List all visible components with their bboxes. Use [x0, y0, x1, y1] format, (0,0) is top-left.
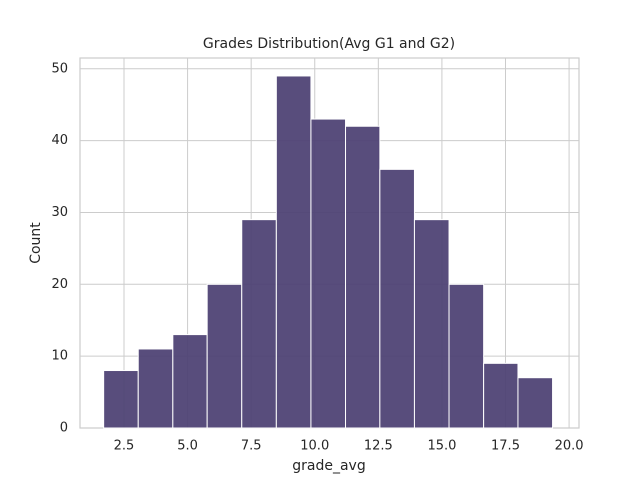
- bar: [206, 283, 243, 429]
- y-tick-label: 20: [51, 277, 68, 292]
- x-tick-label: 20.0: [555, 439, 584, 454]
- chart-title: Grades Distribution(Avg G1 and G2): [203, 36, 455, 52]
- bar: [413, 219, 450, 429]
- y-axis-label: Count: [28, 222, 44, 264]
- bar: [345, 125, 381, 429]
- y-tick-label: 30: [51, 205, 68, 220]
- bar: [241, 219, 277, 429]
- bar: [310, 118, 347, 429]
- bar: [103, 370, 139, 429]
- bar: [517, 377, 554, 429]
- bar: [483, 362, 519, 429]
- y-tick-label: 50: [51, 61, 68, 76]
- x-tick-label: 10.0: [300, 439, 329, 454]
- x-tick-label: 2.5: [114, 439, 135, 454]
- x-tick-label: 12.5: [364, 439, 393, 454]
- bar: [275, 75, 312, 429]
- bar: [172, 334, 208, 429]
- bar: [137, 348, 174, 429]
- x-axis-label: grade_avg: [292, 458, 365, 474]
- bar: [448, 283, 485, 429]
- x-tick-label: 7.5: [241, 439, 262, 454]
- y-tick-label: 10: [51, 349, 68, 364]
- x-tick-label: 5.0: [177, 439, 198, 454]
- y-tick-label: 40: [51, 133, 68, 148]
- x-tick-label: 15.0: [427, 439, 456, 454]
- x-tick-label: 17.5: [491, 439, 520, 454]
- y-tick-label: 0: [60, 421, 68, 436]
- bar: [379, 168, 415, 429]
